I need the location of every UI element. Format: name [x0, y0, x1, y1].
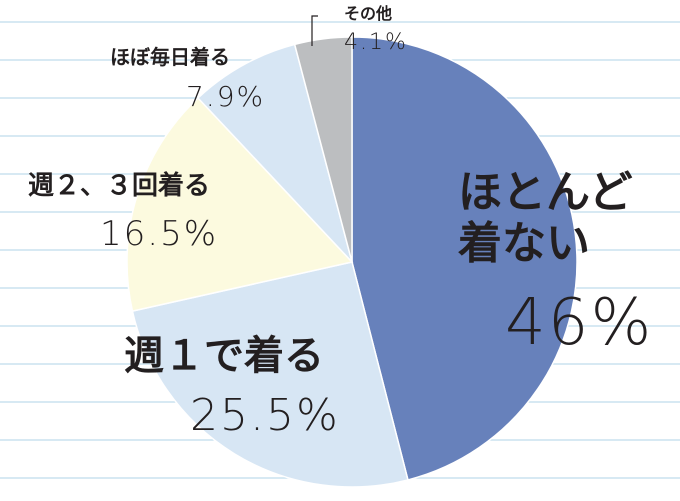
pie-slice [126, 96, 354, 312]
value-label: 4.1% [344, 30, 408, 55]
category-label: 週２、３回着る [28, 171, 211, 201]
pie-slice [293, 36, 353, 263]
pie-slice [196, 43, 353, 263]
value-label: 25.5% [190, 390, 340, 441]
leader-line [311, 15, 318, 46]
value-label: 16.5% [100, 214, 219, 254]
pie-slice [131, 261, 409, 488]
value-label: 7.9% [186, 80, 266, 113]
value-label: 46% [505, 286, 654, 360]
category-label: ほぼ毎日着る [110, 45, 230, 69]
pie-slice [351, 36, 578, 481]
category-label: その他 [344, 4, 393, 23]
category-label: 週１で着る [124, 333, 324, 379]
category-label: ほとんど着ない [458, 167, 633, 269]
